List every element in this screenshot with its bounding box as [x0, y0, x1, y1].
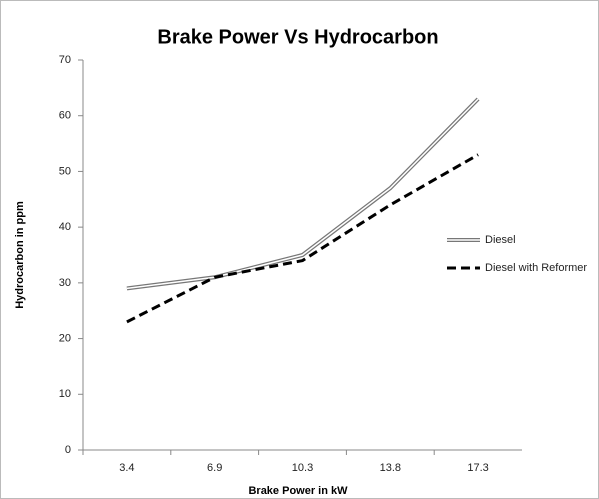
y-tick-label: 10: [59, 388, 71, 400]
y-tick-label: 0: [65, 444, 71, 456]
x-tick-label: 13.8: [380, 462, 401, 474]
chart-title: Brake Power Vs Hydrocarbon: [157, 26, 438, 48]
y-tick-label: 40: [59, 221, 71, 233]
series-line: [126, 153, 479, 324]
y-axis-title: Hydrocarbon in ppm: [14, 201, 26, 309]
x-tick-label: 17.3: [467, 462, 488, 474]
x-tick-label: 10.3: [292, 462, 313, 474]
y-tick-label: 60: [59, 110, 71, 122]
y-tick-label: 50: [59, 165, 71, 177]
y-tick-label: 70: [59, 54, 71, 66]
y-tick-label: 20: [59, 332, 71, 344]
x-tick-label: 3.4: [119, 462, 134, 474]
x-tick-label: 6.9: [207, 462, 222, 474]
series-line: [126, 98, 479, 290]
y-tick-label: 30: [59, 277, 71, 289]
x-axis-title: Brake Power in kW: [248, 485, 348, 497]
legend-label: Diesel: [485, 234, 516, 246]
legend-label: Diesel with Reformer: [485, 262, 587, 274]
